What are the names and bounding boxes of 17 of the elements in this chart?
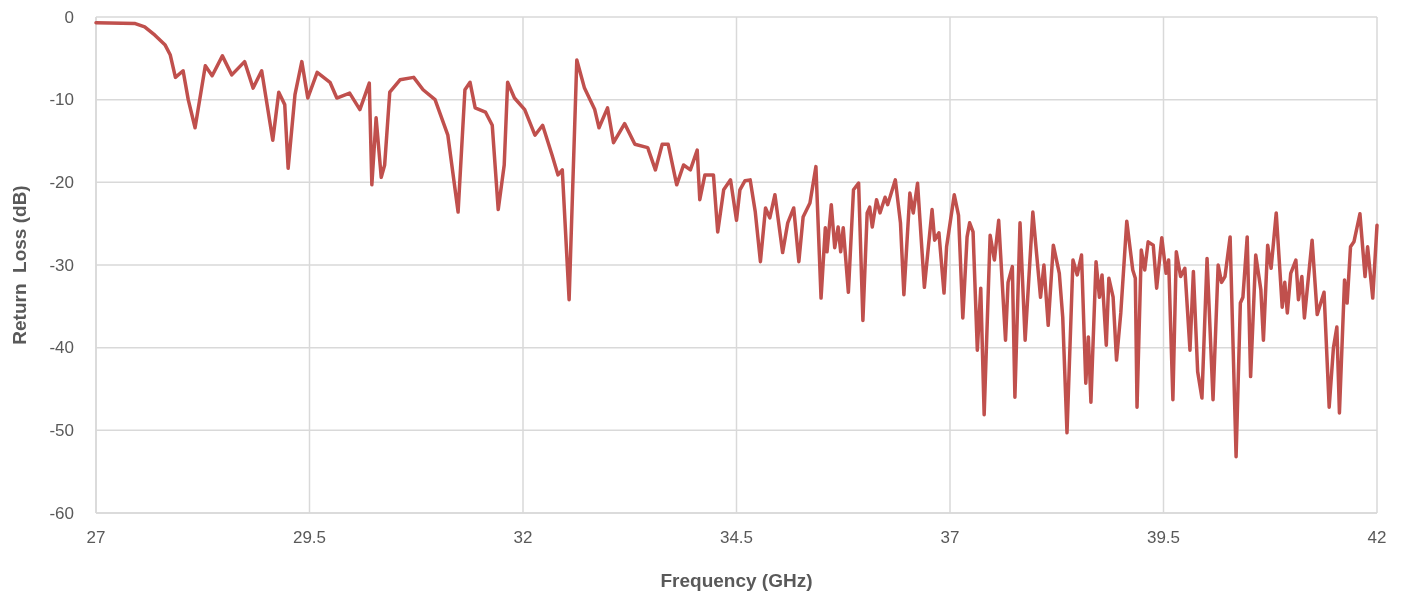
line-series: [94, 21, 1379, 459]
x-tick-label: 32: [513, 528, 533, 547]
x-axis-title: Frequency (GHz): [660, 570, 813, 591]
y-tick-label: -30: [49, 255, 74, 275]
y-tick-label: -40: [49, 338, 74, 358]
y-axis-title: Return Loss (dB): [9, 185, 30, 345]
y-tick-label: -50: [49, 420, 74, 440]
x-tick-label: 37: [940, 528, 960, 547]
x-tick-label: 42: [1367, 528, 1387, 547]
y-tick-label: -60: [49, 503, 74, 523]
x-tick-label: 27: [86, 528, 106, 547]
y-tick-label: -10: [49, 90, 74, 110]
x-tick-label: 34.5: [719, 528, 754, 547]
y-tick-label: 0: [64, 7, 74, 27]
x-tick-label: 39.5: [1146, 528, 1181, 547]
x-tick-label: 29.5: [292, 528, 327, 547]
y-tick-label: -20: [49, 172, 74, 192]
